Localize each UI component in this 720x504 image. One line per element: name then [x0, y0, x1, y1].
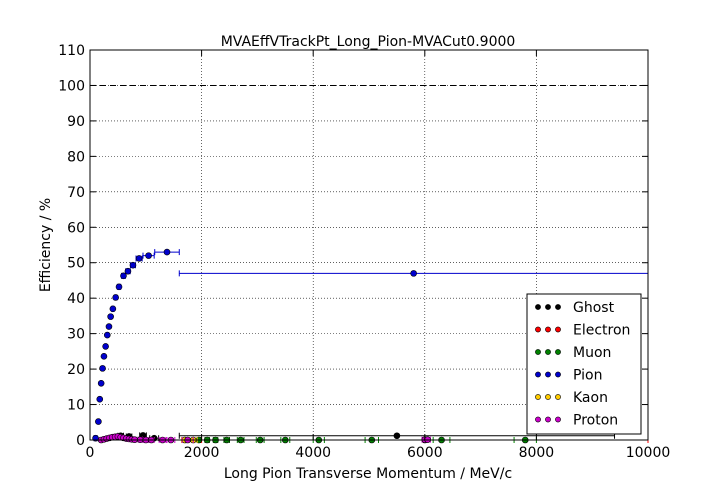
- legend-marker-muon: [535, 349, 541, 355]
- pion-point: [96, 395, 104, 403]
- x-tick-label: 10000: [626, 445, 671, 461]
- x-tick-label: 6000: [407, 445, 443, 461]
- x-tick-label: 2000: [184, 445, 220, 461]
- legend-marker-kaon: [555, 394, 561, 400]
- legend-marker-muon: [555, 349, 561, 355]
- pion-point: [135, 255, 143, 262]
- y-tick-label: 40: [67, 291, 85, 307]
- pion-point: [97, 379, 105, 387]
- legend-marker-kaon: [545, 394, 551, 400]
- legend-marker-proton: [555, 416, 561, 423]
- pion-point: [95, 418, 102, 425]
- pion-point: [129, 261, 137, 269]
- pion-point: [105, 323, 113, 330]
- pion-point: [163, 248, 171, 256]
- pion-point: [115, 283, 123, 291]
- legend-label-proton: Proton: [573, 413, 618, 429]
- pion-point: [410, 270, 417, 277]
- legend-marker-ghost: [545, 304, 551, 310]
- pion-point: [103, 331, 111, 339]
- pion-point: [145, 252, 152, 259]
- x-tick-label: 4000: [295, 445, 331, 461]
- pion-point: [100, 353, 108, 360]
- plot-frame: [89, 49, 649, 441]
- ghost-point: [393, 432, 401, 440]
- pion-point: [102, 343, 109, 350]
- legend-box: [526, 293, 642, 435]
- y-tick-label: 0: [76, 433, 85, 449]
- legend-marker-pion: [545, 371, 551, 378]
- legend-marker-electron: [535, 326, 541, 333]
- y-tick-label: 50: [67, 256, 85, 272]
- y-tick-label: 30: [67, 327, 85, 343]
- legend-marker-proton: [545, 416, 551, 423]
- legend-marker-pion: [555, 371, 561, 378]
- pion-point: [112, 294, 119, 301]
- y-tick-label: 80: [67, 149, 85, 165]
- y-tick-label: 60: [67, 220, 85, 236]
- pion-point: [109, 305, 117, 313]
- legend: Ghost Electron Muon Pion Kaon Proton: [526, 293, 642, 435]
- legend-marker-ghost: [535, 304, 541, 310]
- y-axis-label: Efficiency / %: [38, 198, 54, 292]
- x-tick-label: 0: [86, 445, 95, 461]
- x-tick-label: 8000: [519, 445, 555, 461]
- x-axis-label: Long Pion Transverse Momentum / MeV/c: [224, 466, 512, 482]
- series-pion: [92, 248, 649, 442]
- chart-title: MVAEffVTrackPt_Long_Pion-MVACut0.9000: [221, 34, 516, 50]
- pion-point: [99, 365, 106, 372]
- legend-label-pion: Pion: [573, 368, 602, 384]
- legend-label-kaon: Kaon: [573, 390, 608, 406]
- y-tick-label: 90: [67, 114, 85, 130]
- pion-point: [120, 272, 127, 280]
- y-tick-label: 100: [58, 78, 85, 94]
- y-tick-label: 20: [67, 362, 85, 378]
- axis-ticks: 0 2000 4000 6000 8000 10000 0 10 20 30 40 50 60 70 80 9…: [58, 43, 670, 461]
- legend-label-muon: Muon: [573, 345, 611, 361]
- legend-marker-muon: [545, 349, 551, 355]
- pion-point: [124, 267, 132, 275]
- y-tick-label: 70: [67, 185, 85, 201]
- y-tick-label: 10: [67, 398, 85, 414]
- legend-label-electron: Electron: [573, 323, 630, 339]
- y-tick-label: 110: [58, 43, 85, 59]
- legend-marker-electron: [545, 326, 551, 333]
- pion-point: [107, 313, 114, 320]
- legend-marker-electron: [555, 326, 561, 333]
- legend-marker-pion: [535, 371, 541, 378]
- legend-label-ghost: Ghost: [573, 300, 615, 316]
- legend-marker-kaon: [535, 394, 541, 400]
- legend-marker-proton: [535, 416, 541, 423]
- legend-marker-ghost: [555, 304, 561, 310]
